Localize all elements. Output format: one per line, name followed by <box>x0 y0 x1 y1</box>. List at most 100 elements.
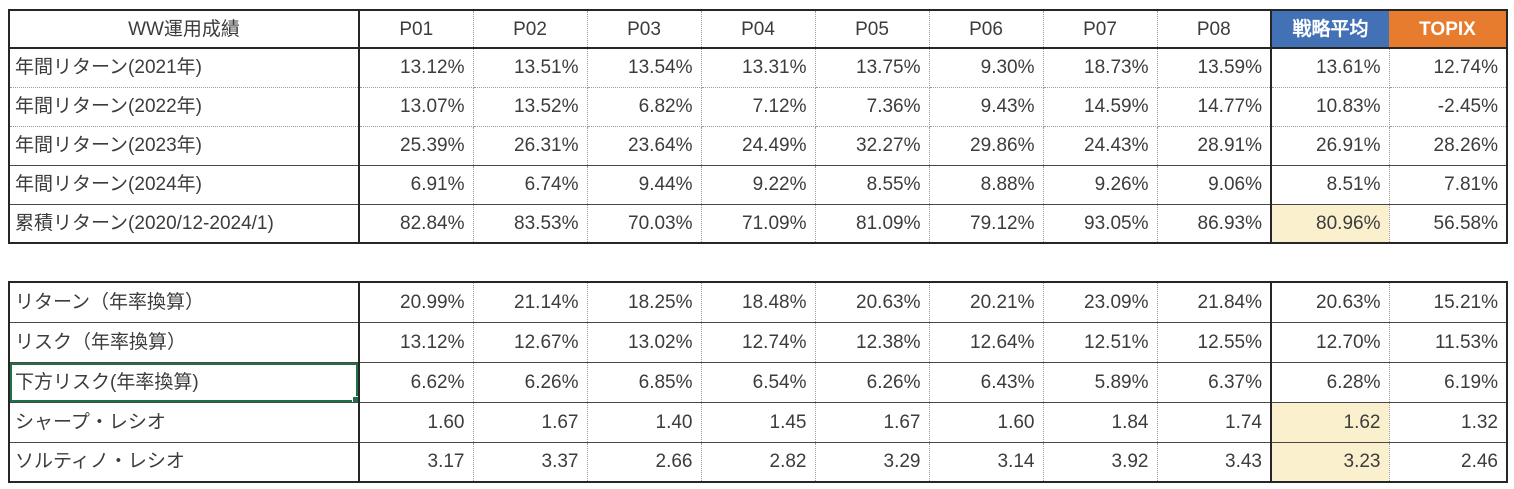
value-cell[interactable]: 6.43% <box>929 362 1044 403</box>
value-cell[interactable]: 12.67% <box>473 322 588 363</box>
column-header-cell[interactable]: P04 <box>701 10 816 49</box>
value-cell[interactable]: 6.85% <box>587 362 702 403</box>
value-cell[interactable]: 7.36% <box>815 87 930 127</box>
value-cell[interactable]: 93.05% <box>1043 204 1158 243</box>
topix-value-cell[interactable]: 6.19% <box>1389 362 1507 403</box>
value-cell[interactable]: 6.91% <box>359 165 474 205</box>
row-label-cell[interactable]: 累積リターン(2020/12-2024/1) <box>9 204 360 243</box>
value-cell[interactable]: 12.38% <box>815 322 930 363</box>
column-header-cell[interactable]: P01 <box>359 10 474 49</box>
value-cell[interactable]: 20.21% <box>929 282 1044 323</box>
strategy-value-cell[interactable]: 26.91% <box>1270 126 1390 166</box>
value-cell[interactable]: 1.40 <box>587 402 702 443</box>
value-cell[interactable]: 3.14 <box>929 442 1044 482</box>
value-cell[interactable]: 13.51% <box>473 48 588 88</box>
value-cell[interactable]: 21.14% <box>473 282 588 323</box>
value-cell[interactable]: 12.64% <box>929 322 1044 363</box>
row-label-cell[interactable]: 年間リターン(2024年) <box>9 165 360 205</box>
value-cell[interactable]: 13.31% <box>701 48 816 88</box>
value-cell[interactable]: 13.59% <box>1157 48 1272 88</box>
value-cell[interactable]: 6.37% <box>1157 362 1272 403</box>
topix-value-cell[interactable]: 7.81% <box>1389 165 1507 205</box>
value-cell[interactable]: 6.26% <box>815 362 930 403</box>
value-cell[interactable]: 9.30% <box>929 48 1044 88</box>
strategy-value-cell[interactable]: 1.62 <box>1270 402 1390 443</box>
value-cell[interactable]: 71.09% <box>701 204 816 243</box>
strategy-value-cell[interactable]: 3.23 <box>1270 442 1390 482</box>
row-label-cell[interactable]: 年間リターン(2022年) <box>9 87 360 127</box>
value-cell[interactable]: 18.73% <box>1043 48 1158 88</box>
topix-value-cell[interactable]: -2.45% <box>1389 87 1507 127</box>
value-cell[interactable]: 3.43 <box>1157 442 1272 482</box>
value-cell[interactable]: 1.45 <box>701 402 816 443</box>
value-cell[interactable]: 24.43% <box>1043 126 1158 166</box>
value-cell[interactable]: 26.31% <box>473 126 588 166</box>
selected-cell[interactable]: 下方リスク(年率換算) <box>9 362 360 403</box>
value-cell[interactable]: 70.03% <box>587 204 702 243</box>
value-cell[interactable]: 8.55% <box>815 165 930 205</box>
value-cell[interactable]: 29.86% <box>929 126 1044 166</box>
topix-header-cell[interactable]: TOPIX <box>1389 10 1507 49</box>
value-cell[interactable]: 1.67 <box>815 402 930 443</box>
value-cell[interactable]: 13.12% <box>359 322 474 363</box>
value-cell[interactable]: 9.22% <box>701 165 816 205</box>
value-cell[interactable]: 86.93% <box>1157 204 1272 243</box>
strategy-value-cell[interactable]: 10.83% <box>1270 87 1390 127</box>
row-label-cell[interactable]: 年間リターン(2023年) <box>9 126 360 166</box>
value-cell[interactable]: 82.84% <box>359 204 474 243</box>
row-label-cell[interactable]: シャープ・レシオ <box>9 402 360 443</box>
value-cell[interactable]: 25.39% <box>359 126 474 166</box>
topix-value-cell[interactable]: 56.58% <box>1433 212 1498 234</box>
value-cell[interactable]: 6.54% <box>701 362 816 403</box>
value-cell[interactable]: 9.26% <box>1043 165 1158 205</box>
value-cell[interactable]: 13.07% <box>359 87 474 127</box>
column-header-cell[interactable]: P05 <box>815 10 930 49</box>
strategy-average-header-cell[interactable]: 戦略平均 <box>1270 10 1389 49</box>
value-cell[interactable]: 23.64% <box>587 126 702 166</box>
topix-value-cell[interactable]: 28.26% <box>1389 126 1507 166</box>
value-cell[interactable]: 18.48% <box>701 282 816 323</box>
value-cell[interactable]: 1.84 <box>1043 402 1158 443</box>
topix-value-cell[interactable]: 15.21% <box>1389 282 1507 323</box>
column-header-cell[interactable]: P07 <box>1043 10 1158 49</box>
value-cell[interactable]: 3.17 <box>359 442 474 482</box>
value-cell[interactable]: 13.12% <box>359 48 474 88</box>
value-cell[interactable]: 81.09% <box>815 204 930 243</box>
row-label-cell[interactable]: リスク（年率換算） <box>9 322 360 363</box>
strategy-value-cell[interactable]: 6.28% <box>1270 362 1390 403</box>
strategy-value-cell[interactable]: 12.70% <box>1270 322 1390 363</box>
strategy-value-cell[interactable]: 80.96% <box>1270 204 1390 243</box>
value-cell[interactable]: 32.27% <box>815 126 930 166</box>
value-cell[interactable]: 79.12% <box>929 204 1044 243</box>
value-cell[interactable]: 12.55% <box>1157 322 1272 363</box>
value-cell[interactable]: 13.54% <box>587 48 702 88</box>
value-cell[interactable]: 6.26% <box>473 362 588 403</box>
value-cell[interactable]: 6.74% <box>473 165 588 205</box>
value-cell[interactable]: 13.02% <box>587 322 702 363</box>
row-label-cell[interactable]: リターン（年率換算） <box>9 282 360 323</box>
table-title-cell[interactable]: WW運用成績 <box>9 10 360 49</box>
topix-value-cell[interactable]: 1.32 <box>1389 402 1507 443</box>
value-cell[interactable]: 3.37 <box>473 442 588 482</box>
value-cell[interactable]: 9.43% <box>929 87 1044 127</box>
topix-value-cell[interactable]: 2.46 <box>1461 451 1498 473</box>
value-cell[interactable]: 20.63% <box>815 282 930 323</box>
strategy-value-cell[interactable]: 20.63% <box>1270 282 1390 323</box>
value-cell[interactable]: 3.29 <box>815 442 930 482</box>
column-header-cell[interactable]: P02 <box>473 10 588 49</box>
strategy-value-cell[interactable]: 13.61% <box>1270 48 1390 88</box>
strategy-value-cell[interactable]: 8.51% <box>1270 165 1390 205</box>
value-cell[interactable]: 8.88% <box>929 165 1044 205</box>
value-cell[interactable]: 28.91% <box>1157 126 1272 166</box>
value-cell[interactable]: 12.74% <box>701 322 816 363</box>
value-cell[interactable]: 18.25% <box>587 282 702 323</box>
value-cell[interactable]: 6.82% <box>587 87 702 127</box>
value-cell[interactable]: 12.51% <box>1043 322 1158 363</box>
value-cell[interactable]: 9.06% <box>1157 165 1272 205</box>
topix-value-cell[interactable]: 11.53% <box>1389 322 1507 363</box>
value-cell[interactable]: 24.49% <box>701 126 816 166</box>
value-cell[interactable]: 14.59% <box>1043 87 1158 127</box>
topix-value-cell[interactable]: 12.74% <box>1389 48 1507 88</box>
value-cell[interactable]: 20.99% <box>359 282 474 323</box>
value-cell[interactable]: 13.52% <box>473 87 588 127</box>
